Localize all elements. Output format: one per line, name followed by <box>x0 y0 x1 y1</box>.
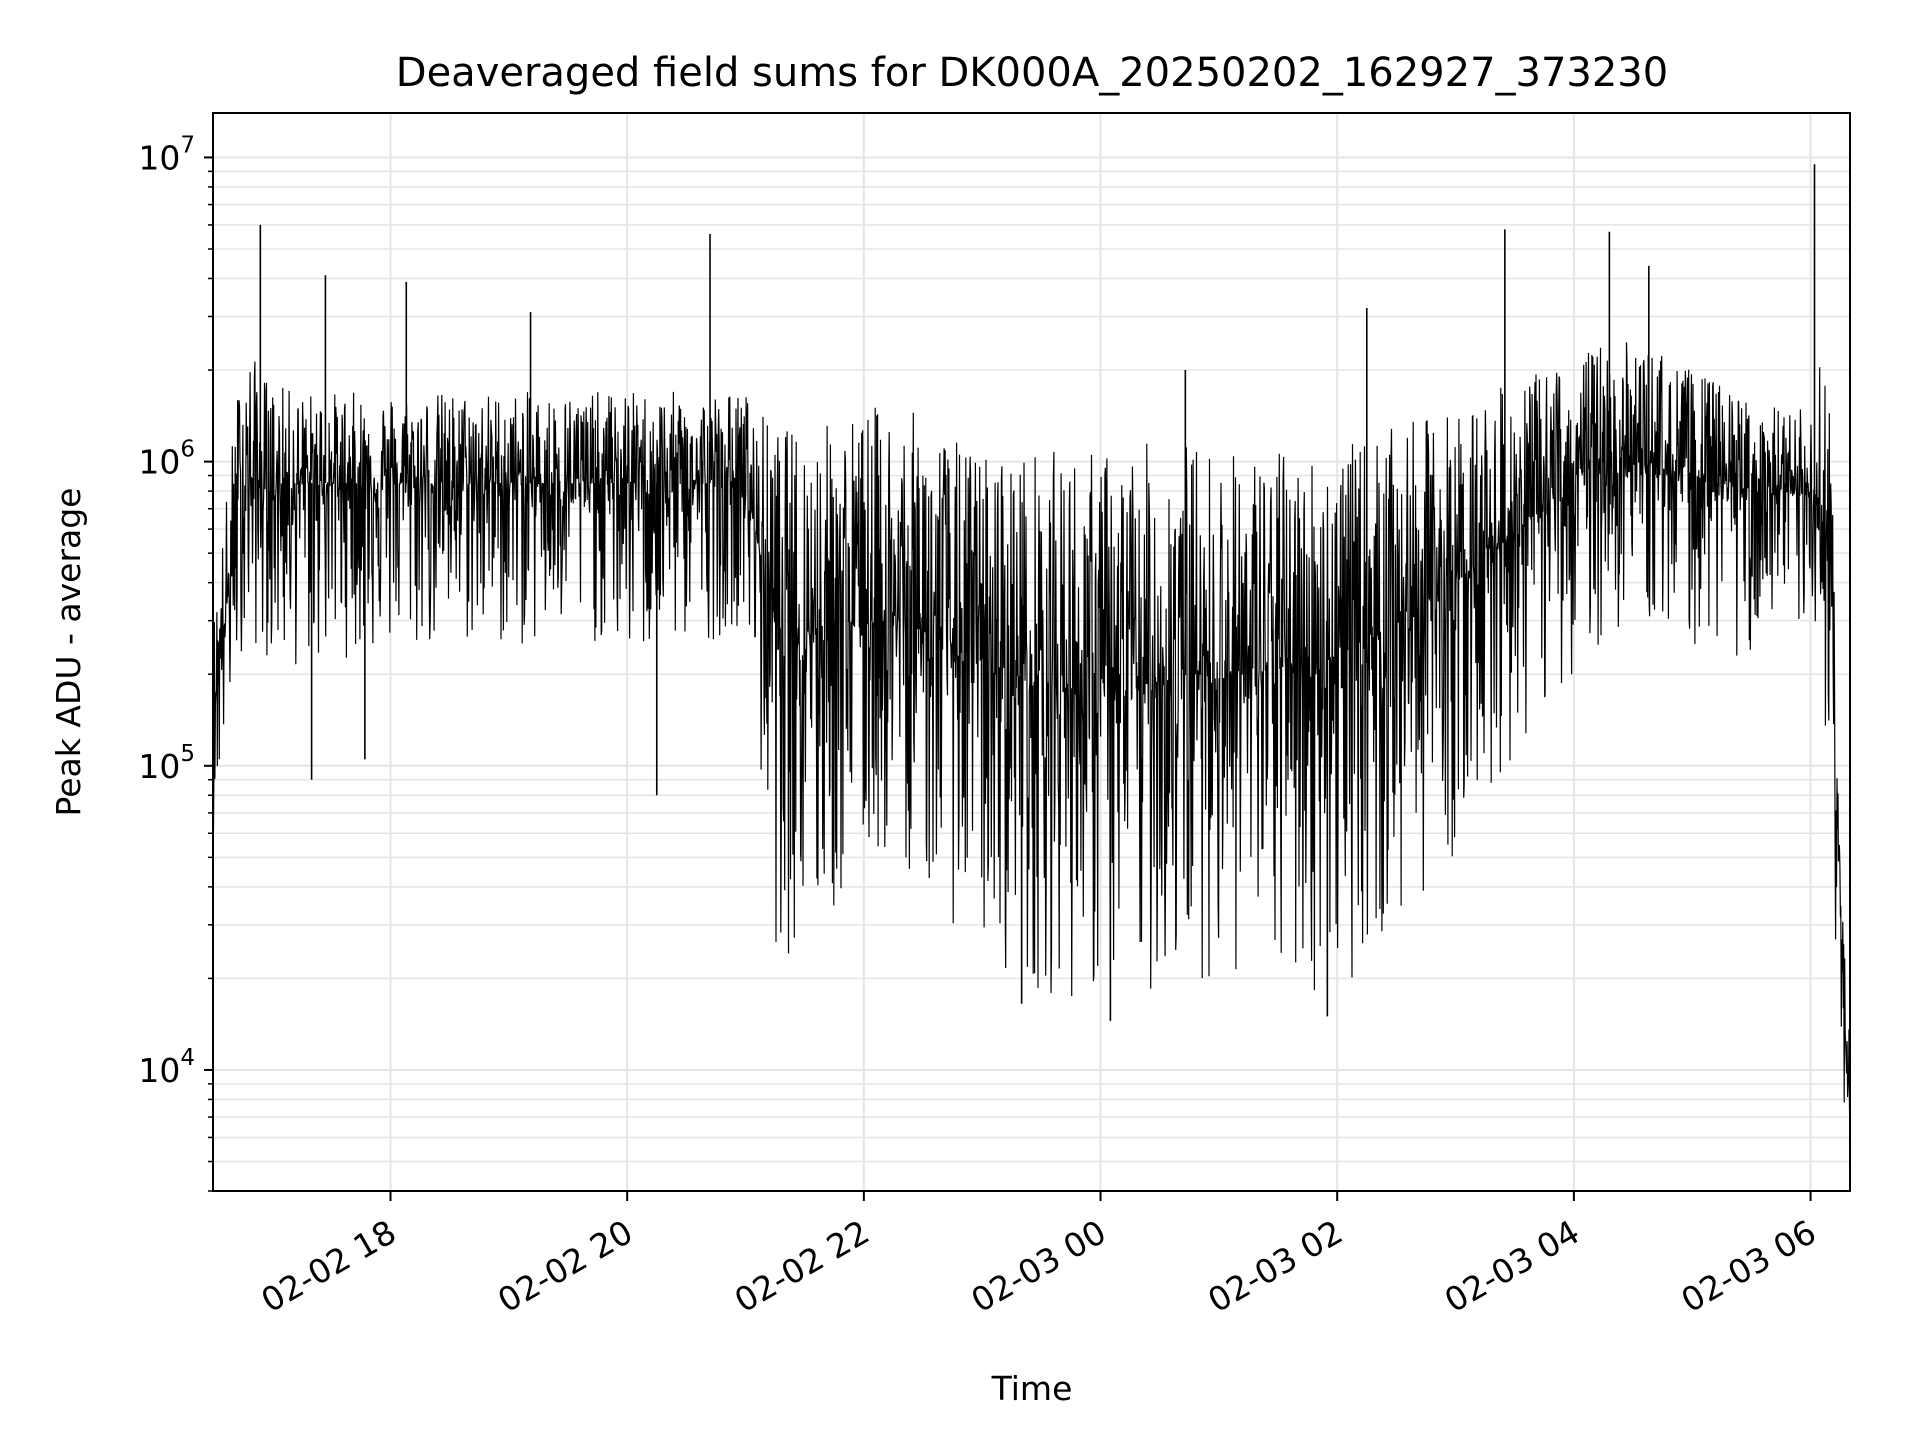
x-axis-label: Time <box>991 1369 1073 1408</box>
y-tick-base: 10 <box>138 138 180 177</box>
plot-frame <box>212 112 1851 1192</box>
x-tick-label: 02-03 02 <box>1201 1212 1349 1320</box>
y-tick-exponent: 4 <box>180 1045 195 1071</box>
x-tick-label: 02-02 22 <box>728 1212 876 1320</box>
series-line <box>212 342 1851 1143</box>
x-tick-label: 02-03 00 <box>965 1212 1113 1320</box>
y-tick-exponent: 6 <box>180 437 195 463</box>
y-tick-exponent: 7 <box>180 132 195 158</box>
y-tick-base: 10 <box>138 1051 180 1090</box>
x-tick-label: 02-02 20 <box>491 1212 639 1320</box>
y-tick-exponent: 5 <box>180 741 195 767</box>
y-tick-label: 104 <box>138 1045 195 1090</box>
x-tick-label: 02-02 18 <box>255 1212 403 1320</box>
y-tick-label: 107 <box>138 132 195 177</box>
x-tick-label: 02-03 04 <box>1438 1212 1586 1320</box>
y-axis-label: Peak ADU - average <box>49 488 88 817</box>
y-tick-base: 10 <box>138 747 180 786</box>
plot-background <box>213 113 1850 1191</box>
chart-title: Deaveraged field sums for DK000A_2025020… <box>396 50 1668 96</box>
y-tick-label: 105 <box>138 741 195 786</box>
x-tick-label: 02-03 06 <box>1675 1212 1823 1320</box>
y-tick-base: 10 <box>138 443 180 482</box>
data-series <box>212 164 1851 1143</box>
x-axis-ticks: 02-02 18 02-02 20 02-02 22 02-03 00 02-03 02… <box>255 1191 1823 1320</box>
y-tick-label: 106 <box>138 437 195 482</box>
